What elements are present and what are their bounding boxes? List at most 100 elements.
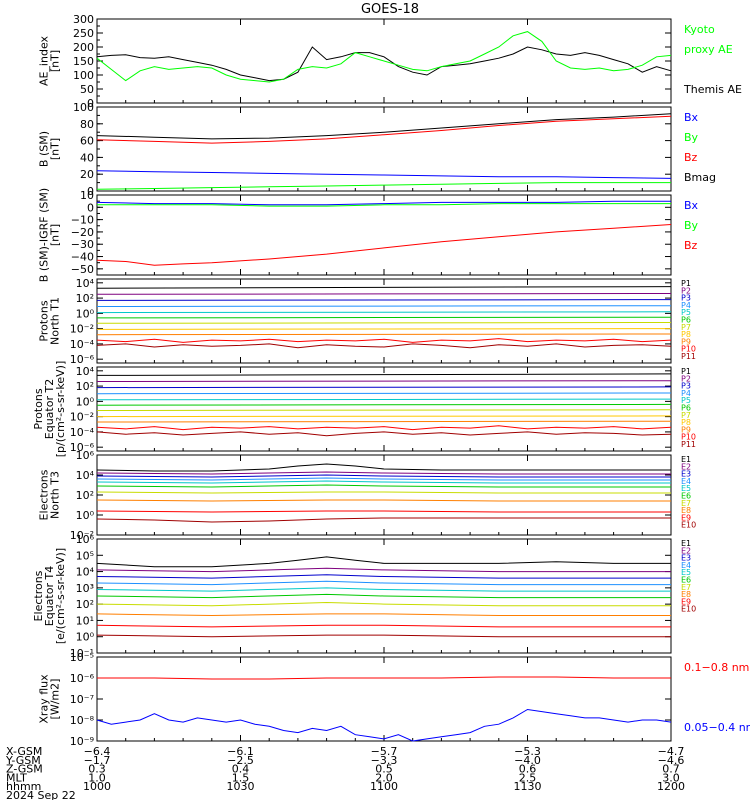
legend-entry: E1 [681,539,691,548]
legend-entry: E1 [681,455,691,464]
y-axis-label: B (SM)-IGRF (SM) [38,188,51,282]
y-tick-label: −50 [71,263,94,276]
legend-entry: P9 [681,337,691,346]
y-tick-label: 10⁴ [76,469,95,482]
series-line-e9 [96,624,671,628]
bottom-row-value: 1000 [83,780,111,793]
series-line-p1 [96,286,672,289]
series-line-bmag [96,113,672,140]
y-tick-label: 0 [87,97,94,110]
y-tick-label: 10⁻² [70,323,94,336]
bottom-row-value: −6.1 [227,745,254,758]
y-tick-label: −20 [71,226,94,239]
y-tick-label: 0 [87,185,94,198]
y-axis-label: Equator T4 [43,566,56,626]
legend-entry: P5 [681,396,691,405]
series-line-0-1-0-8-nm [97,676,671,680]
y-tick-label: 10² [76,598,94,611]
legend-entry: E10 [681,521,696,530]
panel-frame [96,454,672,536]
series-line-e3 [96,474,671,478]
legend-entry: P4 [681,389,691,398]
y-axis-label: AE_index [38,35,51,86]
y-axis-label: North T1 [49,297,62,345]
y-axis-label: Protons [38,300,51,341]
y-axis-label: [W/m2] [49,679,62,720]
y-tick-label: 250 [73,27,94,40]
series-line-p7 [96,322,672,324]
legend-entry: E3 [681,554,691,563]
series-line-p4 [96,305,672,307]
bottom-row-value: 1030 [227,780,255,793]
series-line-e8 [96,613,671,617]
y-tick-label: 10⁰ [76,509,95,522]
y-tick-label: 40 [80,151,94,164]
y-tick-label: 10⁻² [70,411,94,424]
legend-entry: P8 [681,330,691,339]
bottom-row-value: −5.3 [514,745,541,758]
series-line-e8 [96,499,671,502]
bottom-row-label: X-GSM [6,745,42,758]
bottom-row-label: Z-GSM [6,763,43,776]
legend-entry: E8 [681,506,691,515]
bottom-row-value: 1200 [657,780,685,793]
series-line-p5 [96,311,672,314]
y-tick-label: 10⁰ [76,395,95,408]
legend-entry: E6 [681,576,691,585]
series-line-e10 [96,517,671,523]
legend-entry: P11 [681,440,696,449]
y-axis-label: Electrons [32,570,45,621]
legend-entry: E2 [681,546,691,555]
series-line-e3 [96,574,671,579]
series-line-0-05-0-4-nm [96,708,672,742]
series-line-p11 [96,343,672,349]
y-tick-label: 10⁶ [76,449,95,462]
series-line-bz [96,115,672,144]
series-line-e2 [96,567,671,573]
y-tick-label: 300 [73,13,94,26]
y-tick-label: 10² [76,380,94,393]
y-tick-label: 60 [80,135,94,148]
y-axis-label: North T3 [49,471,62,519]
panel-frame [96,656,672,742]
y-tick-label: 10⁻⁹ [70,735,94,748]
bottom-row-value: −1.7 [84,754,111,767]
series-line-e7 [96,491,671,494]
legend-entry: E2 [681,462,691,471]
legend-entry: P10 [681,433,696,442]
legend-entry: Bmag [684,171,716,184]
series-line-by [96,182,671,190]
series-line-p11 [96,431,672,437]
bottom-row-value: 0.7 [662,763,680,776]
series-line-p2 [96,380,672,382]
legend-entry: E7 [681,583,691,592]
series-line-e5 [96,587,671,592]
legend-entry: P8 [681,418,691,427]
bottom-row-value: −2.5 [227,754,254,767]
series-line-e6 [96,593,671,599]
series-line-p7 [96,409,672,411]
bottom-row-value: −4.7 [658,745,685,758]
legend-entry: P10 [681,345,696,354]
legend-entry: 0.1−0.8 nm [684,661,749,674]
y-tick-label: 50 [80,83,94,96]
y-tick-label: 10⁴ [76,566,95,579]
y-tick-label: 10⁴ [76,277,95,290]
series-line-e4 [96,580,671,586]
series-line-e10 [96,634,671,638]
legend-entry: P11 [681,352,696,361]
y-axis-label: Electrons [38,469,51,520]
series-line-p2 [96,293,672,295]
y-tick-label: 10² [76,489,94,502]
legend-entry: E5 [681,484,691,493]
y-axis-label: [nT] [49,50,62,72]
plot-title: GOES-18 [361,2,419,17]
legend-entry: P1 [681,367,691,376]
bottom-row-value: −6.4 [84,745,111,758]
legend-entry: E8 [681,590,691,599]
y-tick-label: 200 [73,41,94,54]
series-line-p4 [96,392,672,395]
